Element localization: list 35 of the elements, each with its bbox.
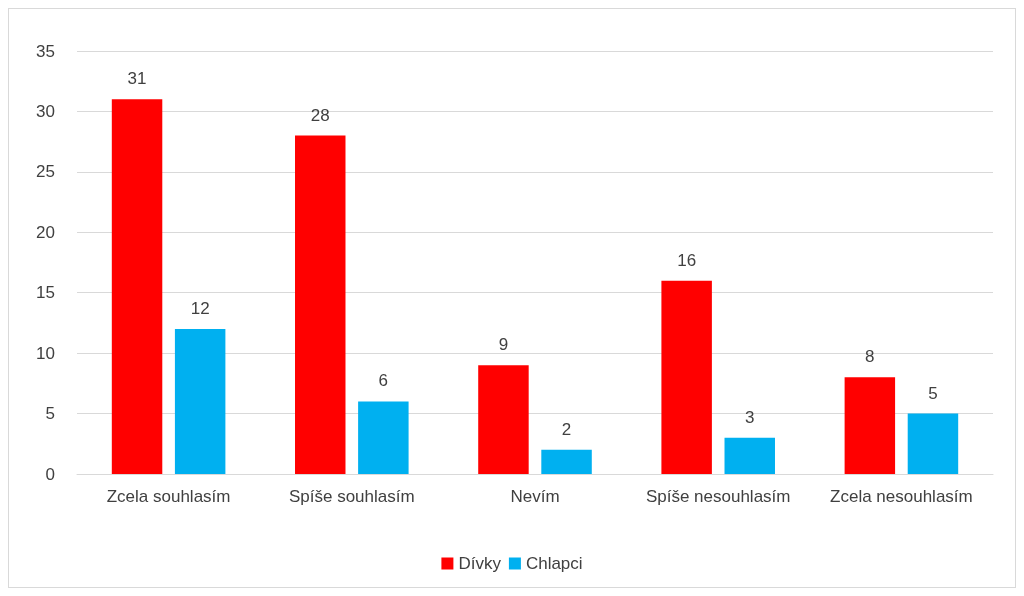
bar [724,437,775,474]
bar [174,328,226,474]
y-tick-label: 5 [45,404,55,424]
data-label: 3 [745,407,755,427]
y-tick-label: 0 [45,464,55,484]
legend-label: Chlapci [525,554,583,573]
legend-label: Dívky [458,554,502,573]
y-tick-label: 15 [36,283,55,303]
bar [907,413,959,474]
x-tick-label: Zcela souhlasím [106,487,231,506]
bar [478,365,529,474]
data-label: 6 [378,371,389,391]
x-tick-label: Nevím [510,487,560,506]
data-label: 9 [498,335,509,355]
bar [358,401,409,474]
bar [661,280,712,474]
bar [111,99,163,474]
y-tick-label: 20 [36,222,55,242]
bar [295,135,346,474]
data-label: 16 [677,250,697,270]
bar [541,449,592,474]
data-label: 31 [127,69,147,89]
data-label: 12 [190,298,210,318]
y-tick-label: 10 [36,343,55,363]
y-tick-label: 30 [36,101,55,121]
data-label: 5 [928,383,938,403]
x-tick-label: Spíše nesouhlasím [645,487,791,506]
x-tick-label: Zcela nesouhlasím [830,487,973,506]
data-label: 28 [310,105,330,125]
x-tick-label: Spíše souhlasím [288,487,415,506]
y-tick-label: 25 [36,162,55,182]
bar [844,377,896,474]
data-label: 2 [561,419,572,439]
data-label: 8 [865,347,875,367]
y-tick-label: 35 [36,41,55,61]
